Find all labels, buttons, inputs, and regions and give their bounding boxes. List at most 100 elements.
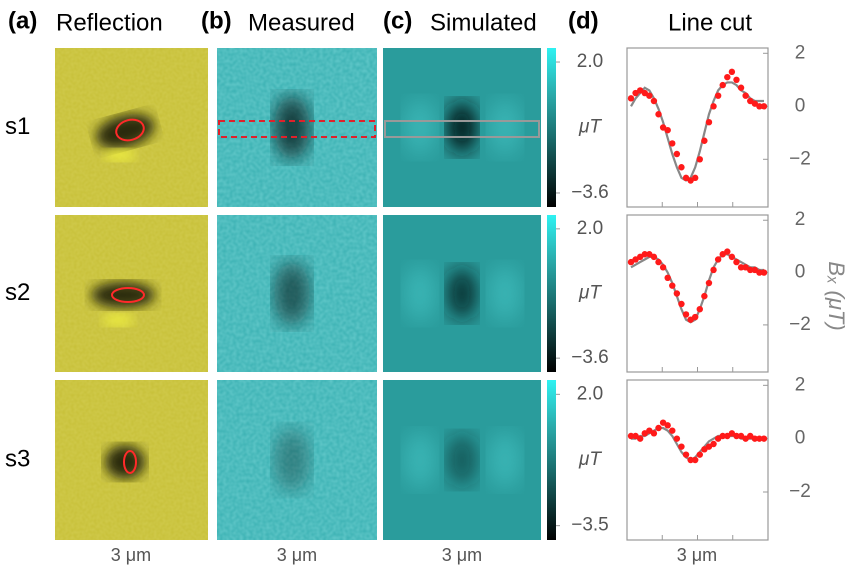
bright-spot [102,314,134,326]
data-point [673,435,681,442]
simulated-lobe [489,265,521,322]
data-point [742,92,749,99]
data-point [641,251,648,258]
data-point [682,451,690,458]
colorbar [547,215,556,372]
data-point [733,432,740,440]
data-point [710,266,717,274]
plot-frame [626,47,769,208]
y-tick-label: −2 [789,148,811,169]
data-point [714,256,722,263]
fit-line [630,253,764,324]
simulated-dip [447,434,477,486]
data-point [724,73,731,81]
data-point [705,279,713,287]
simulated-lobe [489,99,521,156]
y-axis-label: Bₓ (μT) [824,261,849,330]
scale-label: 3 μm [442,545,482,565]
data-point [760,103,768,110]
data-point [646,92,653,99]
data-point [673,150,681,158]
data-point [724,248,731,255]
data-point [760,435,768,442]
data-point [705,119,713,126]
defect-shadow [91,282,155,308]
data-point [650,430,658,437]
data-point [664,422,671,429]
data-point [627,95,635,102]
panel-title: Simulated [430,9,537,36]
colorbar [547,48,556,207]
colorbar-tick-label: 2.0 [577,218,603,239]
data-point [692,456,699,464]
data-point [687,456,694,464]
data-point [737,264,745,271]
data-point [719,432,726,440]
colorbar-tick-label: 2.0 [577,51,603,72]
data-point [650,97,658,105]
data-point [692,313,699,321]
data-point [655,424,662,432]
data-point [737,84,745,91]
data-point [714,92,722,99]
linecut-region [218,120,376,138]
panel-label: (d) [568,7,599,34]
scale-label: 3 μm [277,545,317,565]
data-point [728,68,736,76]
y-tick-label: 0 [795,428,806,449]
colorbar-tick-label: −3.5 [571,515,609,536]
plot-frame [626,214,769,373]
data-point [669,282,676,289]
simulated-lobe [404,99,436,156]
data-point [756,103,763,110]
y-tick-label: −2 [789,481,811,502]
colorbar [547,380,556,540]
data-point [636,435,644,442]
scale-label: 3 μm [111,545,151,565]
data-point [669,140,676,147]
data-point [655,111,662,118]
row-label: s3 [5,445,30,472]
simulated-dip [447,101,477,154]
y-tick-label: 2 [795,209,806,230]
data-point [710,103,717,110]
data-point [678,164,685,171]
panel-label: (a) [8,7,37,34]
colorbar-tick-label: −3.6 [571,182,609,203]
data-point [669,427,676,434]
panel-title: Line cut [668,9,752,36]
data-point [678,443,685,450]
data-point [733,76,740,84]
data-point [664,274,671,281]
data-point [701,292,708,300]
data-point [747,266,754,274]
data-point [650,253,658,261]
data-point [682,311,690,318]
defect-outline [115,118,145,142]
image-panels [55,48,556,540]
data-point [751,435,759,442]
data-point [627,432,635,440]
data-point [701,137,708,144]
data-point [728,253,736,261]
data-point [760,269,768,276]
simulated-lobe [404,432,436,488]
simulated-dip [447,267,477,320]
colorbar-unit: μT [578,283,602,304]
panel-label: (b) [201,7,232,34]
data-point [696,451,703,458]
data-point [756,269,763,276]
defect-outline [123,450,137,474]
data-point [692,174,699,182]
y-tick-label: 0 [795,262,806,283]
scale-label: 3 μm [677,545,717,565]
y-tick-label: 0 [795,95,806,116]
annotations: (a) Reflection (b) Measured (c) Simulated (d) L… [5,7,849,564]
data-point [710,440,717,448]
defect-outline [111,287,145,303]
data-point [678,300,685,308]
y-tick-label: −2 [789,314,811,335]
panel-label: (c) [383,7,412,34]
linecut-region [384,120,540,138]
